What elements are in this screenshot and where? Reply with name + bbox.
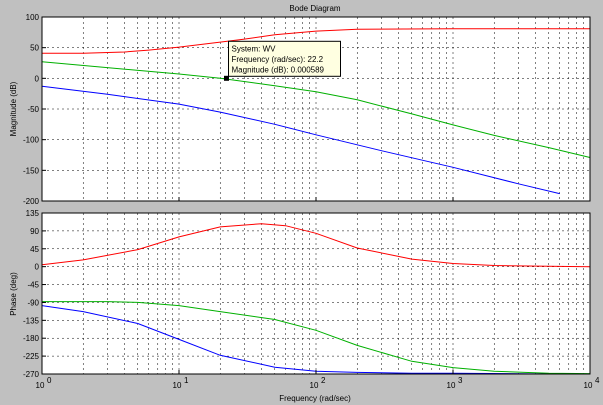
ph-y-tick-label: -135 <box>23 316 40 325</box>
mag-series-green <box>41 61 591 158</box>
mag-y-tick-label: -50 <box>27 105 39 114</box>
ph-series-green <box>42 301 591 375</box>
ph-y-tick-label: -45 <box>27 281 39 290</box>
mag-series-red <box>42 28 590 54</box>
ph-series-blue <box>41 305 590 375</box>
phase-axes: 135 90 45 0 -45 -90 -135 -180 -225 -270 Phase (de… <box>9 209 591 379</box>
ph-axes-frame <box>41 212 591 375</box>
ph-series-red <box>41 223 591 268</box>
x-tick-label: 10 <box>36 381 45 390</box>
ph-y-tick-label: -225 <box>23 352 40 361</box>
magnitude-y-label: Magnitude (dB) <box>9 81 18 136</box>
x-tick-exponent: 3 <box>458 376 463 385</box>
ph-y-tick-label: 90 <box>30 227 39 236</box>
x-tick-exponent: 0 <box>47 376 52 385</box>
mag-axes-frame <box>41 16 591 202</box>
data-tip-system: System: WV <box>232 44 277 53</box>
x-tick-label: 10 <box>173 381 182 390</box>
phase-series <box>41 223 591 375</box>
x-axis-label: Frequency (rad/sec) <box>279 394 351 403</box>
data-tip[interactable]: System: WV Frequency (rad/sec): 22.2 Mag… <box>224 40 341 81</box>
x-tick-label: 10 <box>447 381 456 390</box>
ph-y-tick-label: 135 <box>26 209 40 218</box>
ph-y-tick-label: 0 <box>35 263 40 272</box>
mag-y-tick-label: 100 <box>26 13 40 22</box>
x-tick-exponent: 1 <box>184 376 189 385</box>
mag-series-blue <box>41 85 560 195</box>
mag-y-tick-label: -100 <box>23 136 40 145</box>
mag-y-tick-label: -150 <box>23 166 40 175</box>
chart-title: Bode Diagram <box>289 4 340 13</box>
mag-y-tick-label: -200 <box>23 197 40 206</box>
data-tip-marker[interactable] <box>224 75 229 81</box>
data-tip-frequency: Frequency (rad/sec): 22.2 <box>232 55 324 64</box>
data-tip-box <box>228 40 341 77</box>
mag-y-tick-label: 50 <box>30 44 39 53</box>
mag-y-tick-label: 0 <box>35 74 40 83</box>
magnitude-series <box>41 28 591 195</box>
phase-y-label: Phase (deg) <box>9 272 18 316</box>
ph-y-tick-label: -180 <box>23 334 40 343</box>
x-tick-exponent: 2 <box>321 376 326 385</box>
ph-y-tick-label: -270 <box>23 370 40 379</box>
ph-y-tick-label: -90 <box>27 298 39 307</box>
x-tick-label: 10 <box>584 381 593 390</box>
ph-y-tick-label: 45 <box>30 245 39 254</box>
data-tip-magnitude: Magnitude (dB): 0.000589 <box>232 65 325 74</box>
x-tick-exponent: 4 <box>595 376 600 385</box>
x-tick-label: 10 <box>310 381 319 390</box>
